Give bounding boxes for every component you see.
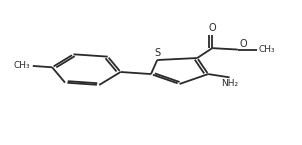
Text: CH₃: CH₃: [14, 61, 31, 70]
Text: O: O: [208, 23, 216, 33]
Text: O: O: [239, 39, 247, 49]
Text: NH₂: NH₂: [221, 79, 238, 88]
Text: CH₃: CH₃: [259, 45, 275, 54]
Text: S: S: [154, 48, 160, 58]
